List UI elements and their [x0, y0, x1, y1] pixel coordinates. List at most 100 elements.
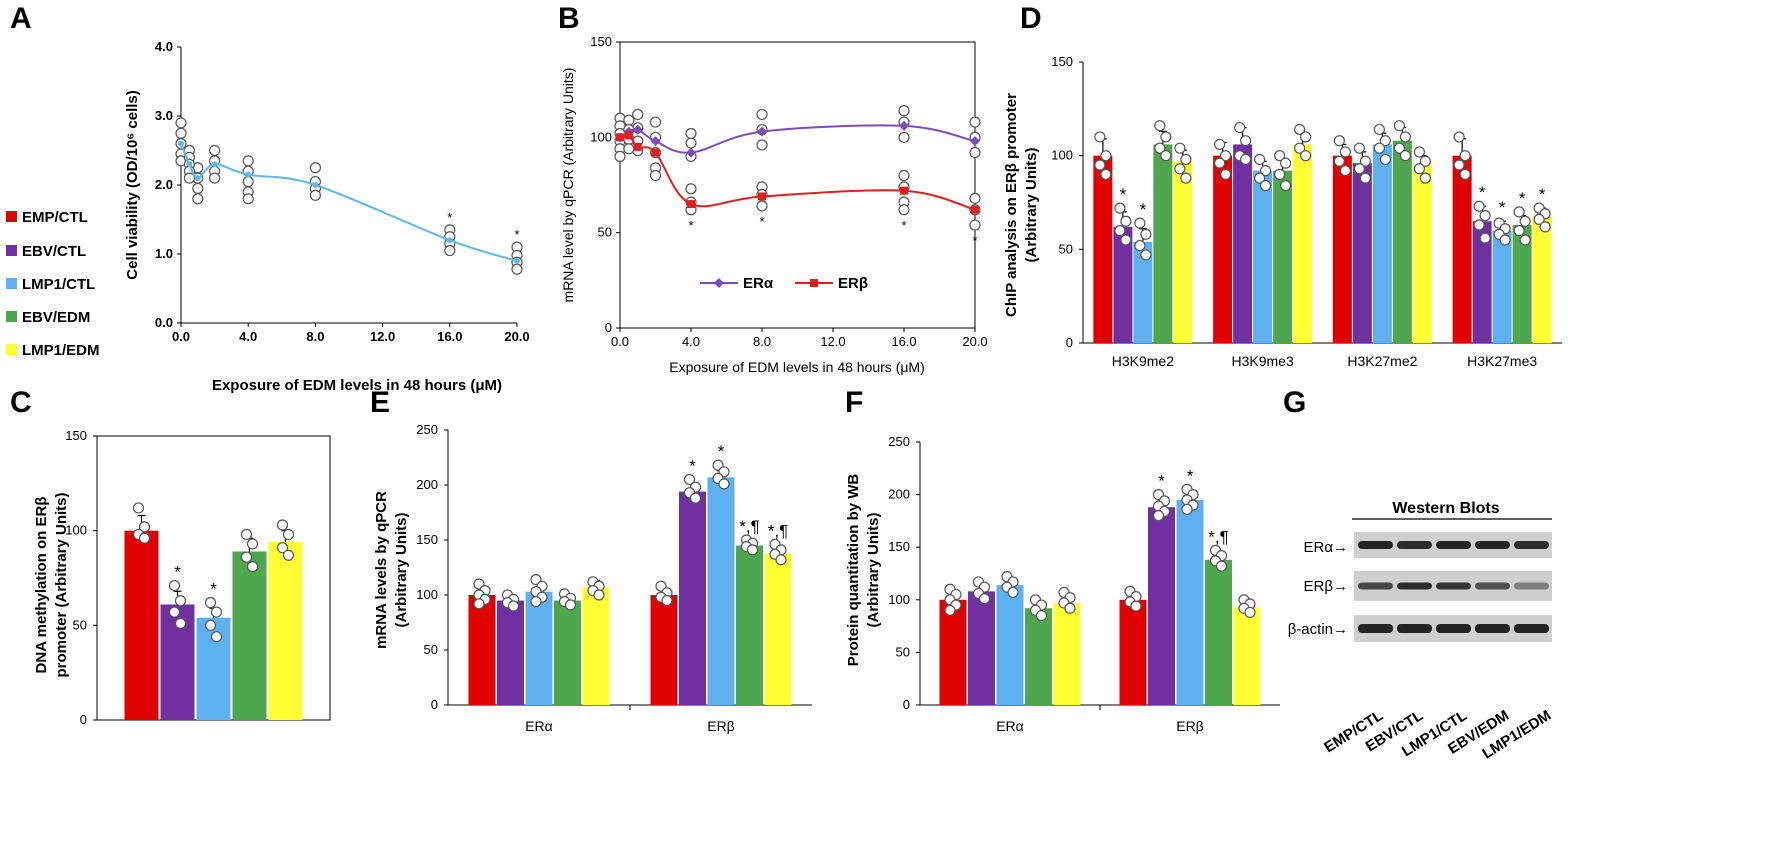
panel-d-replicate-point — [1359, 155, 1371, 167]
panel-b-replicate-point — [898, 105, 910, 117]
panel-d-category-label: H3K27me2 — [1347, 353, 1417, 369]
panel-d-replicate-point — [1140, 249, 1152, 261]
panel-f-replicate-point — [944, 604, 956, 616]
panel-label-g: G — [1283, 386, 1306, 419]
panel-f: 0 50 100 150 200 250 ERα ERβ * * *,¶ Protein quant… — [845, 434, 1280, 734]
panel-d-replicate-point — [1220, 168, 1232, 180]
panel-c-ytick-label: 100 — [65, 523, 87, 538]
panel-e-category-label: ERβ — [707, 718, 735, 734]
panel-d-significance-mark: * — [1499, 198, 1506, 217]
panel-f-ytick-label: 0 — [903, 697, 910, 712]
panel-d-replicate-point — [1413, 146, 1425, 158]
panel-e-ytick-label: 250 — [416, 422, 438, 437]
panel-d-bar — [1492, 230, 1512, 343]
panel-a-ytick-label: 1.0 — [155, 246, 173, 261]
panel-d-replicate-point — [1100, 168, 1112, 180]
panel-e-bar — [679, 491, 706, 705]
panel-a-series-marker-0 — [245, 171, 252, 178]
panel-label-f: F — [845, 386, 863, 419]
panel-e-replicate-point — [530, 595, 542, 608]
panel-c-replicate-point — [282, 549, 295, 561]
panel-d-replicate-point — [1473, 219, 1485, 231]
wb-row-label-erb: ERβ→ — [1304, 578, 1348, 595]
panel-f-category-label: ERα — [996, 718, 1024, 734]
panel-d-replicate-point — [1499, 234, 1511, 246]
panel-b-series-marker-1 — [624, 131, 633, 140]
panel-b-replicate-point — [898, 169, 910, 182]
panel-f-ylabel-line2: (Arbitrary Units) — [865, 512, 882, 627]
panel-d-replicate-point — [1353, 163, 1365, 175]
wb-band — [1475, 624, 1510, 633]
panel-b-xtick-label: 16.0 — [891, 334, 916, 349]
panel-d-replicate-point — [1180, 172, 1192, 184]
panel-d-replicate-point — [1419, 155, 1431, 167]
panel-d-replicate-point — [1114, 202, 1126, 214]
panel-e-replicate-point — [689, 492, 702, 504]
panel-d-replicate-point — [1100, 150, 1112, 162]
panel-d-significance-mark: * — [1120, 185, 1127, 204]
panel-d-replicate-point — [1359, 172, 1371, 184]
panel-a-replicate-point — [192, 182, 204, 195]
panel-d-replicate-point — [1120, 234, 1132, 246]
panel-d-replicate-point — [1260, 180, 1272, 192]
panel-d-replicate-point — [1274, 150, 1286, 162]
panel-b-significance-mark: * — [759, 214, 764, 229]
panel-d-replicate-point — [1120, 215, 1132, 227]
panel-b-xtick-label: 20.0 — [962, 334, 987, 349]
panel-f-bar — [1176, 499, 1204, 705]
panel-d-significance-mark: * — [1479, 183, 1486, 202]
panel-e: 0 50 100 150 200 250 ERα ERβ * * *,¶ *,¶ mRNA level… — [373, 422, 812, 734]
wb-band — [1358, 582, 1393, 590]
panel-d-replicate-point — [1333, 135, 1345, 147]
panel-f-replicate-point — [1152, 510, 1165, 522]
panel-b-significance-mark: * — [901, 218, 906, 233]
panel-d-replicate-point — [1339, 165, 1351, 177]
panel-a-xtick-label: 8.0 — [306, 329, 324, 344]
panel-d-bar — [1452, 155, 1472, 343]
legend-swatch-lmp1-edm — [6, 344, 17, 355]
panel-d-bar — [1113, 226, 1133, 343]
panel-b-ytick-label: 50 — [598, 225, 612, 240]
panel-d-replicate-point — [1240, 135, 1252, 147]
panel-b-series-line-0 — [619, 124, 976, 154]
panel-a-series-line-0 — [180, 143, 518, 262]
panel-a-replicate-point — [444, 244, 456, 257]
panel-f-bar — [1148, 507, 1175, 705]
wb-band — [1514, 541, 1549, 549]
panel-d-bar — [1352, 163, 1372, 343]
panel-b-ytick-label: 0 — [605, 320, 612, 335]
panel-a-ytick-label: 3.0 — [155, 108, 173, 123]
panel-c-significance-mark: * — [174, 563, 181, 582]
panel-b-replicate-point — [649, 169, 662, 182]
panel-b-replicate-point — [898, 131, 910, 143]
panel-c-replicate-point — [168, 606, 181, 618]
panel-d-replicate-point — [1399, 150, 1411, 162]
panel-f-category-label: ERβ — [1176, 718, 1204, 734]
panel-d-replicate-point — [1214, 138, 1226, 151]
panel-d-replicate-point — [1339, 146, 1351, 158]
panel-label-d: D — [1020, 2, 1042, 35]
panel-d-replicate-point — [1539, 221, 1551, 233]
panel-c-ylabel-line2: promoter (Arbitrary Units) — [53, 492, 70, 677]
panel-e-bar — [554, 600, 581, 705]
panel-a-replicate-point — [209, 172, 221, 184]
panel-a-replicate-point — [175, 127, 187, 139]
panel-d-replicate-point — [1459, 150, 1471, 162]
panel-d: 0 50 100 150 H3K9me2 * * H3K9me3 H3K27me2 H3K27me… — [1003, 54, 1562, 369]
panel-b-xtick-label: 12.0 — [820, 334, 845, 349]
panel-b-replicate-point — [614, 150, 626, 162]
panel-b-series-marker-1 — [651, 148, 660, 157]
legend-label-erb: ERβ — [838, 275, 868, 292]
panel-b-series-marker-0 — [650, 136, 661, 147]
panel-e-replicate-point — [507, 600, 520, 612]
panel-d-bar — [1372, 144, 1392, 343]
wb-band — [1358, 541, 1393, 549]
panel-a-series-marker-0 — [446, 237, 453, 244]
panel-e-ylabel-line1: mRNA levels by qPCR — [373, 491, 390, 649]
wb-band — [1514, 582, 1549, 590]
panel-a-xtick-label: 4.0 — [239, 329, 257, 344]
panel-e-ylabel-line2: (Arbitrary Units) — [393, 512, 410, 627]
panel-e-bar — [707, 477, 735, 705]
panel-f-ytick-label: 100 — [888, 592, 910, 607]
panel-c-replicate-point — [174, 595, 187, 607]
